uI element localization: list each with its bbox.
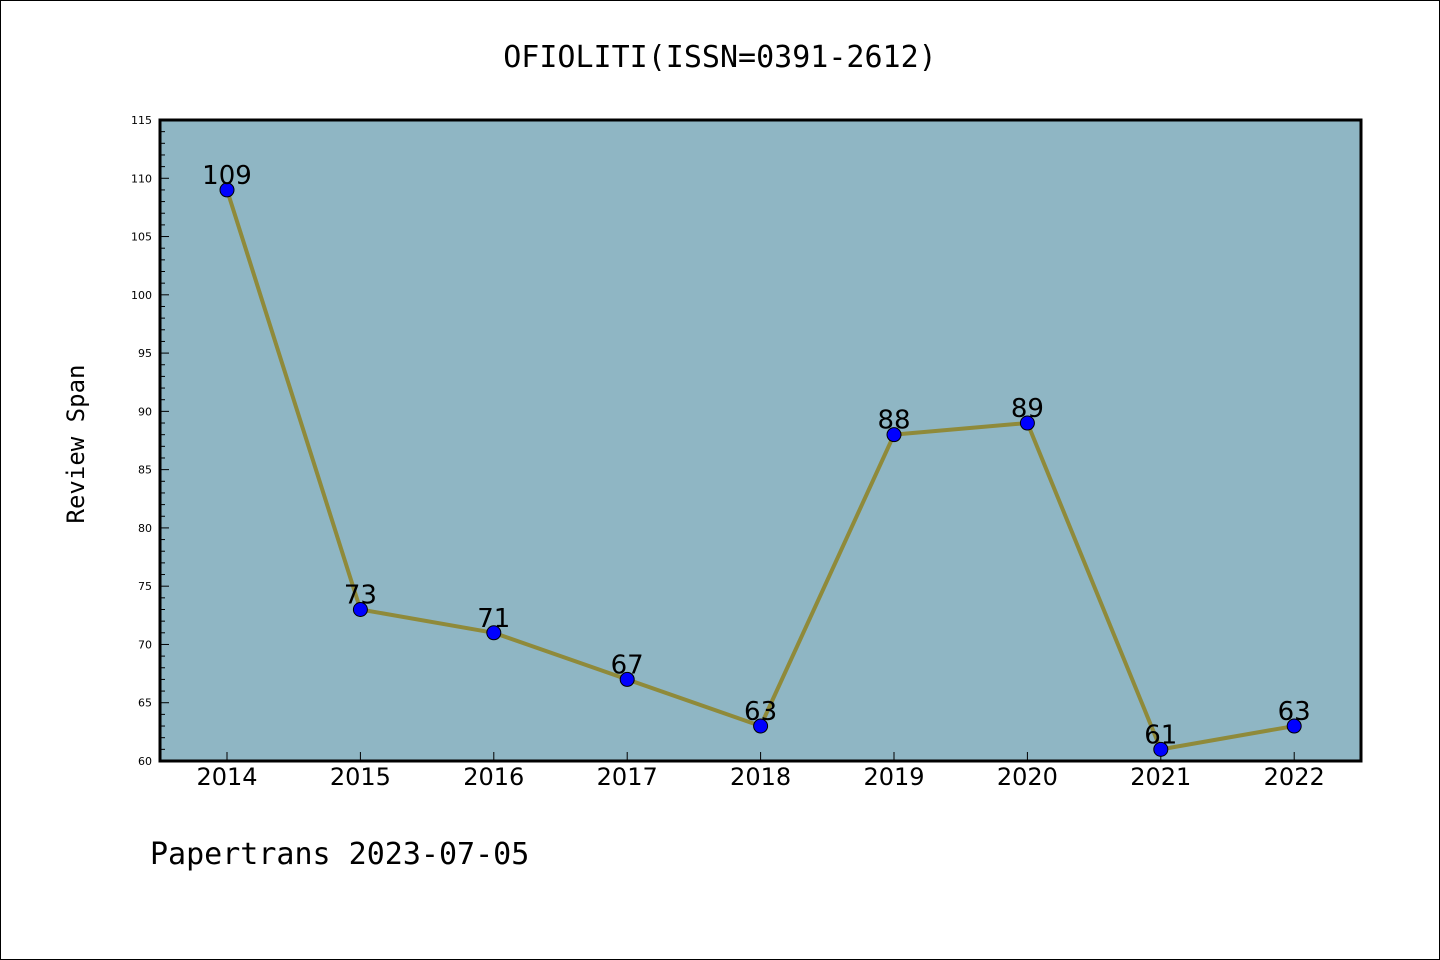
data-label: 109 [202, 161, 252, 191]
y-tick-label: 90 [138, 405, 152, 418]
y-tick-label: 115 [131, 114, 152, 127]
y-tick-label: 110 [131, 172, 152, 185]
plot-border [158, 118, 1363, 763]
x-tick-label: 2020 [997, 763, 1058, 791]
x-tick-label: 2021 [1130, 763, 1191, 791]
data-label: 63 [744, 697, 777, 727]
footer-text: Papertrans 2023-07-05 [150, 837, 529, 872]
data-label: 88 [877, 406, 910, 436]
y-tick-label: 60 [138, 755, 152, 768]
plot-area [160, 120, 1361, 761]
data-point [1286, 718, 1302, 734]
data-markers [219, 182, 1302, 757]
x-tick-label: 2022 [1264, 763, 1325, 791]
data-point [753, 718, 769, 734]
y-tick-label: 100 [131, 289, 152, 302]
data-label: 71 [477, 604, 510, 634]
x-tick-label: 2016 [463, 763, 524, 791]
data-label: 89 [1011, 394, 1044, 424]
x-tick-label: 2019 [863, 763, 924, 791]
data-point [886, 427, 902, 443]
data-label: 61 [1144, 720, 1177, 750]
y-tick-label: 105 [131, 231, 152, 244]
y-axis-label: Review Span [62, 365, 90, 524]
data-point [219, 182, 235, 198]
x-tick-label: 2015 [330, 763, 391, 791]
data-labels: 109 73 71 67 63 88 89 61 63 [202, 161, 1311, 750]
data-point [486, 625, 502, 641]
data-point [619, 671, 635, 687]
y-tick-label: 75 [138, 580, 152, 593]
y-tick-label: 80 [138, 522, 152, 535]
x-tick-label: 2018 [730, 763, 791, 791]
y-tick-label: 85 [138, 464, 152, 477]
data-point [1019, 415, 1035, 431]
chart-title: OFIOLITI(ISSN=0391-2612) [503, 40, 936, 75]
data-point [352, 601, 368, 617]
data-point [1153, 741, 1169, 757]
data-label: 73 [344, 580, 377, 610]
data-label: 63 [1278, 697, 1311, 727]
y-tick-label: 95 [138, 347, 152, 360]
y-tick-label: 70 [138, 638, 152, 651]
x-tick-label: 2017 [597, 763, 658, 791]
x-axis-ticks: 2014 2015 2016 2017 2018 2019 2020 2021 2022 [196, 752, 1325, 791]
y-tick-label: 65 [138, 697, 152, 710]
x-tick-label: 2014 [196, 763, 257, 791]
data-label: 67 [611, 650, 644, 680]
